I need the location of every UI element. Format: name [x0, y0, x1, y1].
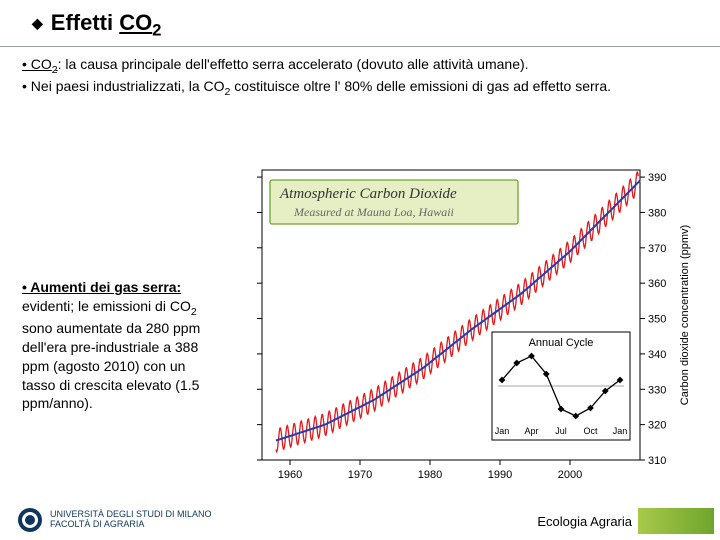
slide-title: ◆ Effetti CO2	[0, 0, 720, 46]
svg-text:Carbon dioxide concentration (: Carbon dioxide concentration (ppmv)	[679, 225, 691, 405]
svg-text:Oct: Oct	[583, 426, 598, 436]
svg-text:330: 330	[648, 384, 666, 396]
footer-label: Ecologia Agraria	[537, 514, 632, 529]
svg-text:Apr: Apr	[524, 426, 538, 436]
svg-text:Jan: Jan	[495, 426, 510, 436]
para1-a: • CO2	[22, 56, 58, 72]
title-prefix: Effetti	[51, 10, 119, 35]
svg-text:Annual Cycle: Annual Cycle	[529, 337, 594, 349]
svg-text:1990: 1990	[488, 469, 512, 481]
svg-text:310: 310	[648, 455, 666, 467]
title-gas: CO	[119, 10, 152, 35]
svg-text:Jan: Jan	[613, 426, 628, 436]
svg-text:1980: 1980	[418, 469, 442, 481]
footer: Ecologia Agraria	[537, 508, 714, 534]
svg-text:Atmospheric Carbon Dioxide: Atmospheric Carbon Dioxide	[279, 186, 457, 202]
para1-b: : la causa principale dell'effetto serra…	[58, 56, 529, 72]
svg-text:1960: 1960	[278, 469, 302, 481]
svg-text:350: 350	[648, 314, 666, 326]
intro-paragraphs: • CO2: la causa principale dell'effetto …	[0, 47, 720, 99]
side-rest-a: evidenti; le emissioni di CO	[22, 298, 191, 314]
logo-line2: FACOLTÀ DI AGRARIA	[50, 520, 212, 530]
diamond-icon: ◆	[32, 15, 43, 31]
para2-b: costituisce oltre l' 80% delle emissioni…	[230, 78, 611, 94]
co2-chart: 310 320 330 340 350 360 370 380 390 1960 1970 1980 1…	[218, 158, 698, 490]
title-sub: 2	[152, 21, 161, 39]
svg-text:2000: 2000	[558, 469, 582, 481]
svg-text:Measured at Mauna Loa, Hawaii: Measured at Mauna Loa, Hawaii	[293, 205, 454, 219]
svg-text:1970: 1970	[348, 469, 372, 481]
university-logo: UNIVERSITÀ DEGLI STUDI DI MILANO FACOLTÀ…	[16, 506, 212, 534]
side-heading: • Aumenti dei gas serra:	[22, 279, 181, 295]
svg-text:Jul: Jul	[555, 426, 567, 436]
svg-text:320: 320	[648, 420, 666, 432]
logo-crest-icon	[16, 506, 44, 534]
side-paragraph: • Aumenti dei gas serra: evidenti; le em…	[22, 278, 212, 413]
svg-text:360: 360	[648, 278, 666, 290]
para2-a: • Nei paesi industrializzati, la CO	[22, 78, 225, 94]
chart-svg: 310 320 330 340 350 360 370 380 390 1960 1970 1980 1…	[218, 158, 698, 490]
svg-text:340: 340	[648, 349, 666, 361]
svg-text:390: 390	[648, 172, 666, 184]
svg-text:380: 380	[648, 207, 666, 219]
footer-accent-block	[638, 508, 714, 534]
side-rest-b: sono aumentate da 280 ppm dell'era pre-i…	[22, 320, 200, 412]
svg-text:370: 370	[648, 243, 666, 255]
